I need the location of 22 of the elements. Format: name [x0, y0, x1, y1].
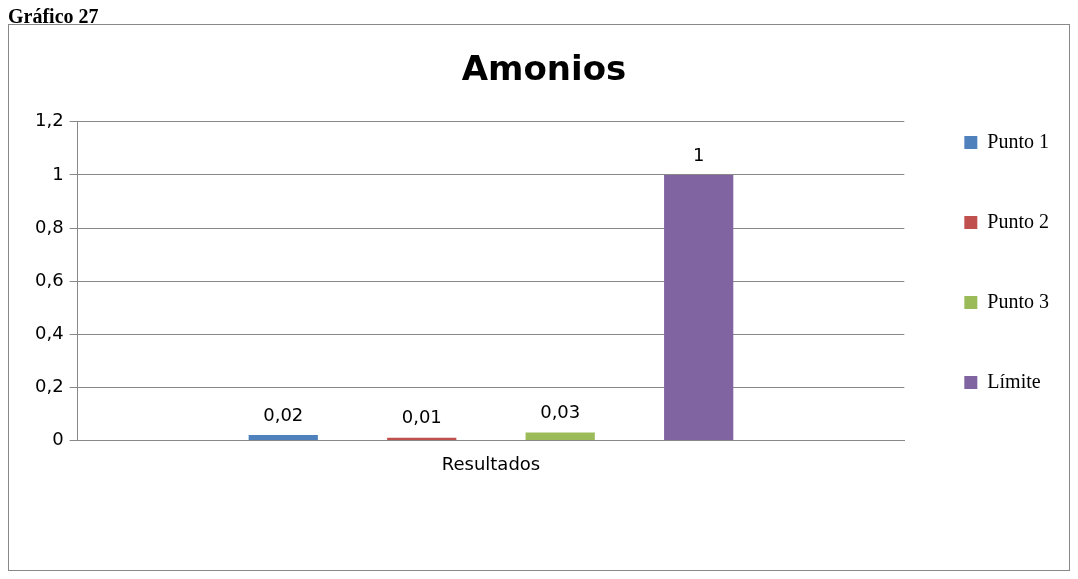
y-tick-label: 0,6 [34, 268, 64, 290]
legend-label: Punto 2 [987, 209, 1050, 232]
data-label: 0,02 [263, 403, 304, 425]
legend-label: Punto 1 [987, 129, 1050, 152]
text: Gráfico 27 [8, 5, 100, 27]
y-tick-label: 0,4 [34, 321, 64, 343]
chart-title: Amonios [461, 48, 627, 89]
legend-label: Punto 3 [987, 289, 1050, 312]
y-tick-label: 1,2 [34, 109, 64, 131]
legend-label: Límite [987, 369, 1041, 392]
data-label: 1 [692, 143, 705, 165]
data-label: 0,03 [540, 401, 581, 423]
y-tick-label: 0,8 [34, 215, 64, 237]
y-tick-label: 0 [52, 428, 64, 450]
bar [248, 435, 318, 440]
y-tick-label: 1 [52, 162, 64, 184]
y-tick-label: 0,2 [34, 374, 64, 396]
x-tick-label: Resultados [441, 452, 541, 474]
bar [525, 432, 595, 440]
bar [387, 437, 457, 440]
bar [664, 174, 734, 440]
data-label: 0,01 [401, 406, 442, 428]
